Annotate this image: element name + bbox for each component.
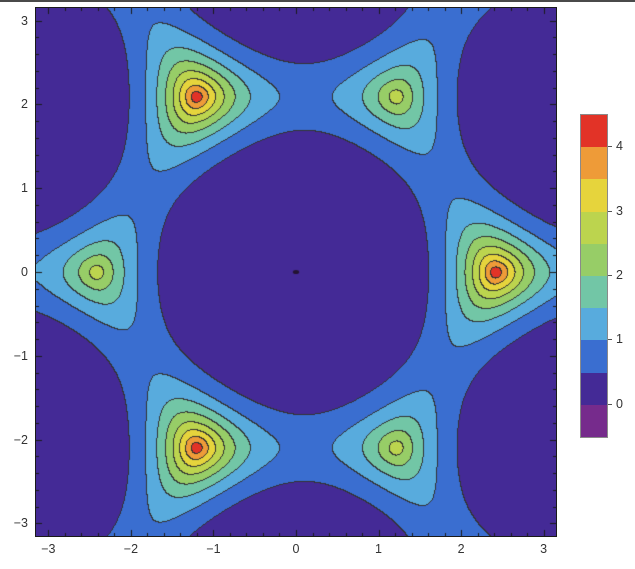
x-tick-label: 0 — [292, 542, 300, 556]
color-legend-area: 0 1 2 3 4 — [580, 114, 635, 438]
y-tick-label: −3 — [13, 516, 28, 531]
y-tick-label: 2 — [21, 97, 28, 112]
legend-tick-mark — [608, 146, 612, 148]
plot-frame — [35, 7, 557, 537]
legend-tick-label: 0 — [616, 396, 623, 411]
y-tick-label: 1 — [21, 181, 28, 196]
y-tick-label: 0 — [21, 265, 28, 279]
legend-band — [581, 404, 607, 437]
legend-band — [581, 243, 607, 276]
y-tick-label: −2 — [13, 432, 28, 447]
legend-tick-label: 2 — [616, 268, 623, 282]
window-edge — [0, 0, 635, 2]
legend-band — [581, 179, 607, 212]
x-tick-label: 2 — [457, 542, 465, 556]
legend-tick-label: 4 — [616, 139, 623, 154]
x-tick-label: −1 — [206, 542, 221, 556]
y-tick-label: 3 — [21, 13, 28, 28]
x-tick-label: −3 — [41, 542, 56, 556]
color-legend — [580, 114, 608, 438]
legend-tick-mark — [608, 275, 612, 276]
legend-band — [581, 340, 607, 373]
legend-tick-mark — [608, 210, 612, 212]
y-tick-label: −1 — [13, 348, 28, 363]
legend-tick-mark — [608, 403, 612, 405]
legend-band — [581, 372, 607, 405]
contour-plot-canvas — [36, 8, 556, 536]
legend-tick-label: 3 — [616, 203, 623, 218]
legend-band — [581, 275, 607, 309]
x-tick-label: −2 — [123, 542, 139, 556]
x-tick-label: 1 — [375, 542, 383, 556]
legend-band — [581, 115, 607, 148]
legend-band — [581, 147, 607, 180]
legend-band — [581, 211, 607, 244]
legend-tick-mark — [608, 339, 612, 341]
x-tick-label: 3 — [540, 542, 548, 556]
legend-tick-label: 1 — [616, 332, 623, 347]
legend-band — [581, 308, 607, 341]
